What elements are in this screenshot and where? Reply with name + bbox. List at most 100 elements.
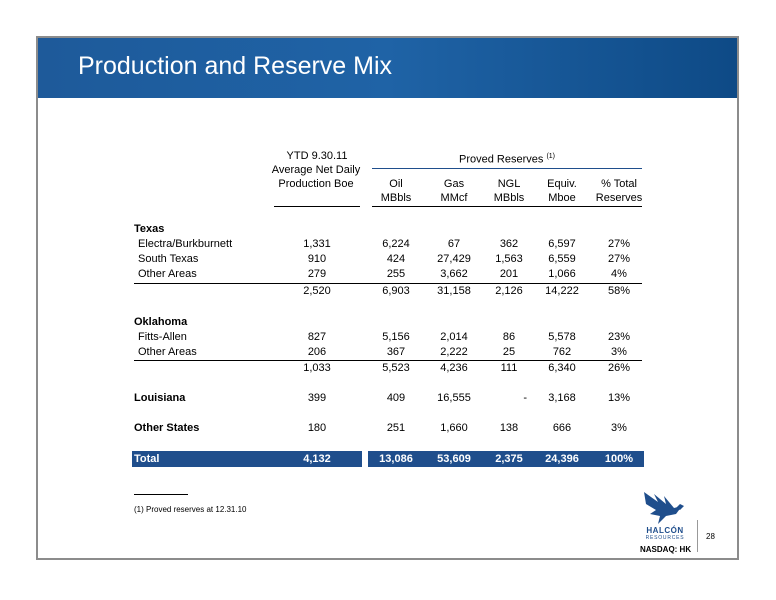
cell-prod: 180 (307, 422, 327, 434)
section-texas: Texas (134, 223, 165, 235)
subtotal-gas: 4,236 (440, 362, 468, 374)
cell-pct: 3% (611, 422, 627, 434)
cell-oil: 6,224 (382, 238, 410, 250)
total-label: Total (134, 453, 160, 465)
cell-ngl: 25 (502, 346, 516, 358)
slide-frame: Production and Reserve Mix (36, 36, 739, 560)
cell-oil: 5,156 (382, 331, 410, 343)
cell-prod: 1,331 (303, 238, 331, 250)
footnote-rule (134, 494, 188, 495)
page-title: Production and Reserve Mix (78, 52, 393, 80)
header-ytd-line1: YTD 9.30.11 (286, 150, 348, 162)
row-label: Fitts-Allen (138, 331, 187, 343)
header-ytd-line2: Average Net Daily (271, 164, 361, 176)
cell-gas: 3,662 (440, 268, 468, 280)
subtotal-gas: 31,158 (437, 285, 471, 297)
cell-gas: 2,222 (440, 346, 468, 358)
header-equiv: Equiv. (547, 178, 577, 190)
cell-pct: 27% (607, 253, 631, 265)
subtotal-prod: 1,033 (303, 362, 331, 374)
subtotal-oil: 6,903 (382, 285, 410, 297)
cell-oil: 255 (386, 268, 406, 280)
subtotal-pct: 58% (607, 285, 631, 297)
cell-equiv: 5,578 (548, 331, 576, 343)
header-oil-unit: MBbls (380, 192, 412, 204)
cell-gas: 67 (447, 238, 461, 250)
halcon-eagle-logo (644, 492, 684, 524)
header-gas-unit: MMcf (440, 192, 468, 204)
ticker-label: NASDAQ: HK (640, 545, 692, 554)
total-bar-right (368, 451, 644, 467)
cell-pct: 13% (607, 392, 631, 404)
header-proved-label: Proved Reserves (459, 153, 544, 166)
cell-pct: 4% (611, 268, 627, 280)
proved-underline (372, 168, 642, 169)
row-label: Other Areas (138, 346, 197, 358)
header-ngl: NGL (497, 178, 521, 190)
cell-gas: 27,429 (437, 253, 471, 265)
row-label: Electra/Burkburnett (138, 238, 233, 250)
total-equiv: 24,396 (545, 453, 579, 465)
header-ytd-line3: Production Boe (278, 178, 354, 190)
cell-equiv: 1,066 (548, 268, 576, 280)
header-proved-reserves: Proved Reserves (1) (372, 150, 642, 167)
subtotal-oil: 5,523 (382, 362, 410, 374)
total-prod: 4,132 (303, 453, 331, 465)
cell-oil: 251 (386, 422, 406, 434)
cell-prod: 206 (307, 346, 327, 358)
cell-equiv: 6,597 (548, 238, 576, 250)
header-oil: Oil (389, 178, 403, 190)
cell-equiv: 762 (552, 346, 572, 358)
total-pct: 100% (604, 453, 634, 465)
cell-oil: 424 (386, 253, 406, 265)
cell-prod: 827 (307, 331, 327, 343)
cell-equiv: 6,559 (548, 253, 576, 265)
subtotal-prod: 2,520 (303, 285, 331, 297)
row-label: South Texas (138, 253, 199, 265)
cell-ngl: 201 (499, 268, 519, 280)
subtotal-pct: 26% (607, 362, 631, 374)
cell-gas: 16,555 (437, 392, 471, 404)
subtotal-equiv: 6,340 (548, 362, 576, 374)
cell-ngl: 86 (502, 331, 516, 343)
section-other-states: Other States (134, 422, 200, 434)
cell-gas: 2,014 (440, 331, 468, 343)
cell-pct: 3% (611, 346, 627, 358)
cell-pct: 23% (607, 331, 631, 343)
logo-subtitle: RESOURCES (645, 535, 685, 541)
header-rule-prod (274, 206, 360, 207)
header-ngl-unit: MBbls (493, 192, 525, 204)
total-gas: 53,609 (437, 453, 471, 465)
cell-ngl: 1,563 (495, 253, 523, 265)
header-gas: Gas (443, 178, 465, 190)
total-ngl: 2,375 (495, 453, 523, 465)
cell-oil: 367 (386, 346, 406, 358)
total-oil: 13,086 (379, 453, 413, 465)
header-pct-unit: Reserves (595, 192, 643, 204)
cell-prod: 910 (307, 253, 327, 265)
page-separator (697, 520, 698, 552)
cell-equiv: 3,168 (548, 392, 576, 404)
footnote: (1) Proved reserves at 12.31.10 (134, 505, 247, 514)
section-louisiana: Louisiana (134, 392, 186, 404)
row-label: Other Areas (138, 268, 197, 280)
logo-name: HALCÓN (646, 526, 684, 535)
header-proved-sup: (1) (546, 153, 555, 160)
header-equiv-unit: Mboe (548, 192, 576, 204)
subtotal-rule-texas (134, 283, 642, 284)
cell-prod: 279 (307, 268, 327, 280)
header-pct: % Total (601, 178, 637, 190)
subtotal-ngl: 2,126 (495, 285, 523, 297)
section-oklahoma: Oklahoma (134, 316, 188, 328)
cell-ngl: 138 (499, 422, 519, 434)
subtotal-equiv: 14,222 (545, 285, 579, 297)
subtotal-ngl: 111 (500, 362, 518, 374)
cell-pct: 27% (607, 238, 631, 250)
total-bar-left (132, 451, 362, 467)
cell-equiv: 666 (552, 422, 572, 434)
cell-prod: 399 (307, 392, 327, 404)
header-rule-reserves (372, 206, 642, 207)
cell-gas: 1,660 (440, 422, 468, 434)
cell-ngl: 362 (499, 238, 519, 250)
subtotal-rule-oklahoma (134, 360, 642, 361)
